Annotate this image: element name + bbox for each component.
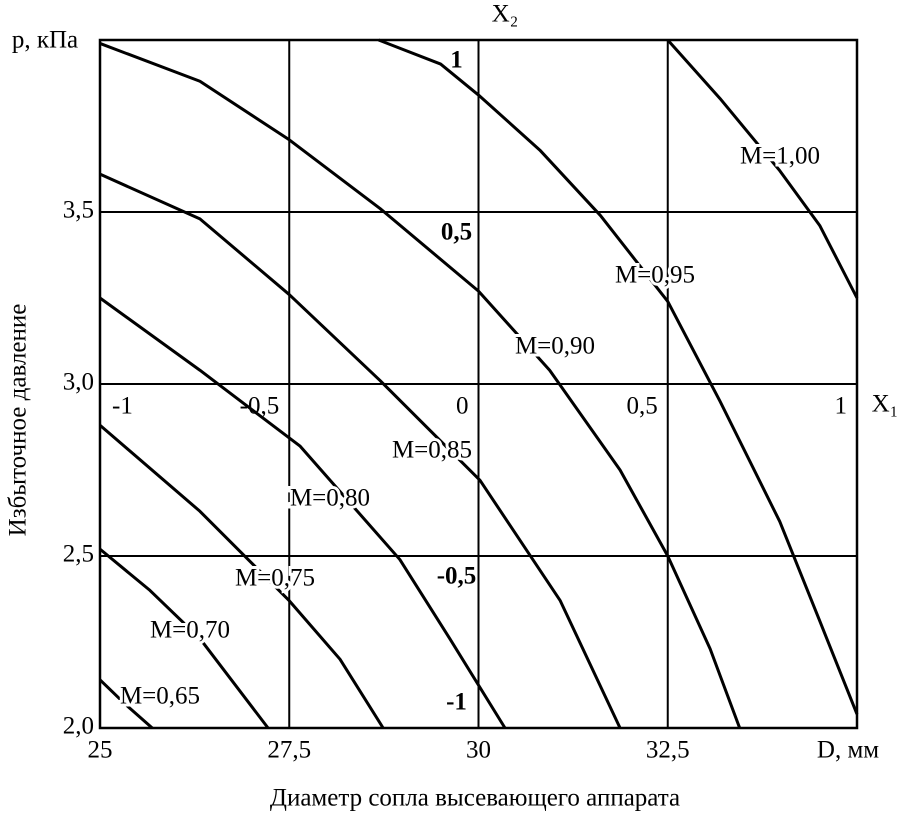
y-tick-label: 2,5	[63, 541, 94, 568]
contour-label: M=0,95	[615, 262, 695, 289]
contour-line	[99, 547, 270, 729]
coded-x-tick-label: -1	[112, 393, 133, 420]
contour-line	[99, 296, 507, 729]
coded-y-tick-label: -1	[446, 689, 467, 716]
contour-label: M=0,90	[515, 333, 595, 360]
y-tick-label: 3,5	[63, 197, 94, 224]
coded-x-tick-label: 1	[835, 393, 848, 420]
contour-label: M=0,80	[290, 485, 370, 512]
x-tick-label: 32,5	[646, 737, 690, 764]
coded-y-tick-label: 1	[450, 47, 463, 74]
x-axis-title: Диаметр сопла высевающего аппарата	[270, 785, 680, 812]
y-axis-unit: p, кПа	[12, 27, 78, 54]
y-tick-label: 3,0	[63, 369, 94, 396]
coded-y-axis-title: X₂	[492, 1, 519, 28]
contour-label: M=0,85	[392, 437, 472, 464]
y-axis-title: Избыточное давление	[5, 304, 32, 537]
contour-label: M=1,00	[740, 143, 820, 170]
x-tick-label: 25	[88, 737, 113, 764]
contour-line	[99, 172, 622, 729]
contour-label: M=0,75	[235, 565, 315, 592]
x-axis-unit: D, мм	[817, 737, 879, 764]
coded-x-tick-label: 0	[456, 393, 469, 420]
y-tick-label: 2,0	[63, 713, 94, 740]
contour-line	[378, 38, 859, 715]
x-tick-label: 27,5	[267, 737, 311, 764]
contour-label: M=0,65	[120, 683, 200, 710]
contour-label: M=0,70	[150, 617, 230, 644]
contour-line	[99, 42, 742, 729]
x-tick-label: 30	[466, 737, 491, 764]
contour-line	[98, 678, 154, 730]
contour-line	[99, 424, 385, 729]
coded-x-tick-label: 0,5	[627, 393, 658, 420]
coded-y-tick-label: 0,5	[441, 219, 472, 246]
coded-x-axis-title: X₁	[872, 391, 899, 418]
coded-y-tick-label: -0,5	[437, 563, 477, 590]
contour-line	[666, 39, 859, 299]
